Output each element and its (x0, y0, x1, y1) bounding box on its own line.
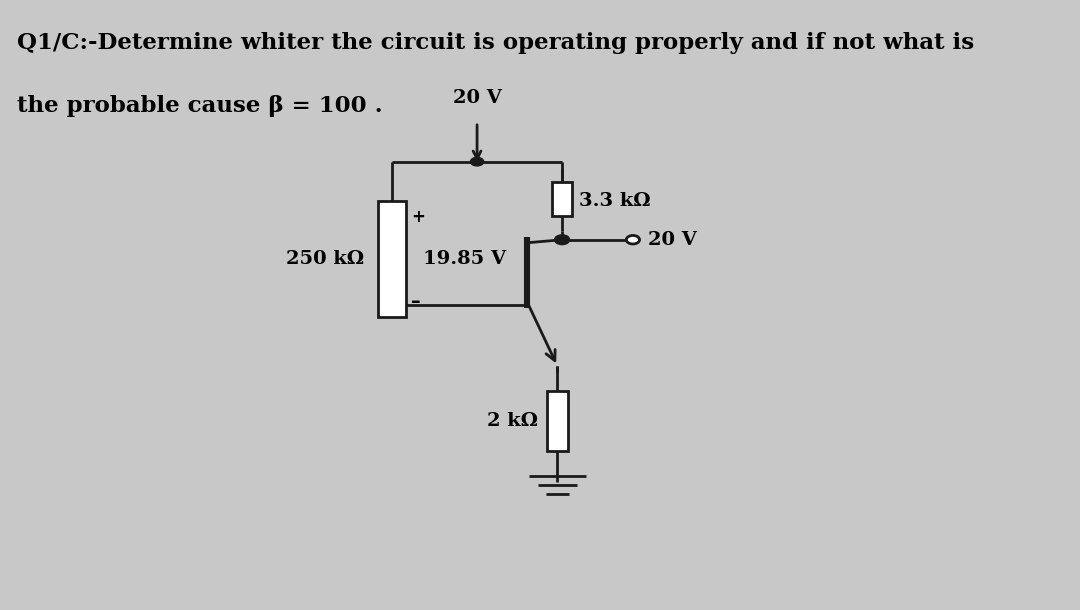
Circle shape (471, 157, 484, 166)
Text: the probable cause β = 100 .: the probable cause β = 100 . (17, 95, 382, 117)
Text: Q1/C:-Determine whiter the circuit is operating properly and if not what is: Q1/C:-Determine whiter the circuit is op… (17, 32, 974, 54)
Text: +: + (410, 207, 424, 226)
Text: 250 kΩ: 250 kΩ (285, 250, 364, 268)
Text: 2 kΩ: 2 kΩ (487, 412, 539, 430)
Bar (546, 390, 568, 451)
Text: 3.3 kΩ: 3.3 kΩ (579, 192, 651, 210)
Bar (552, 182, 572, 217)
Text: 20 V: 20 V (453, 88, 501, 107)
Text: –: – (410, 292, 420, 312)
Text: 20 V: 20 V (648, 231, 697, 249)
Bar (378, 201, 406, 317)
Circle shape (554, 235, 569, 245)
Text: 19.85 V: 19.85 V (423, 250, 507, 268)
Circle shape (626, 235, 639, 244)
